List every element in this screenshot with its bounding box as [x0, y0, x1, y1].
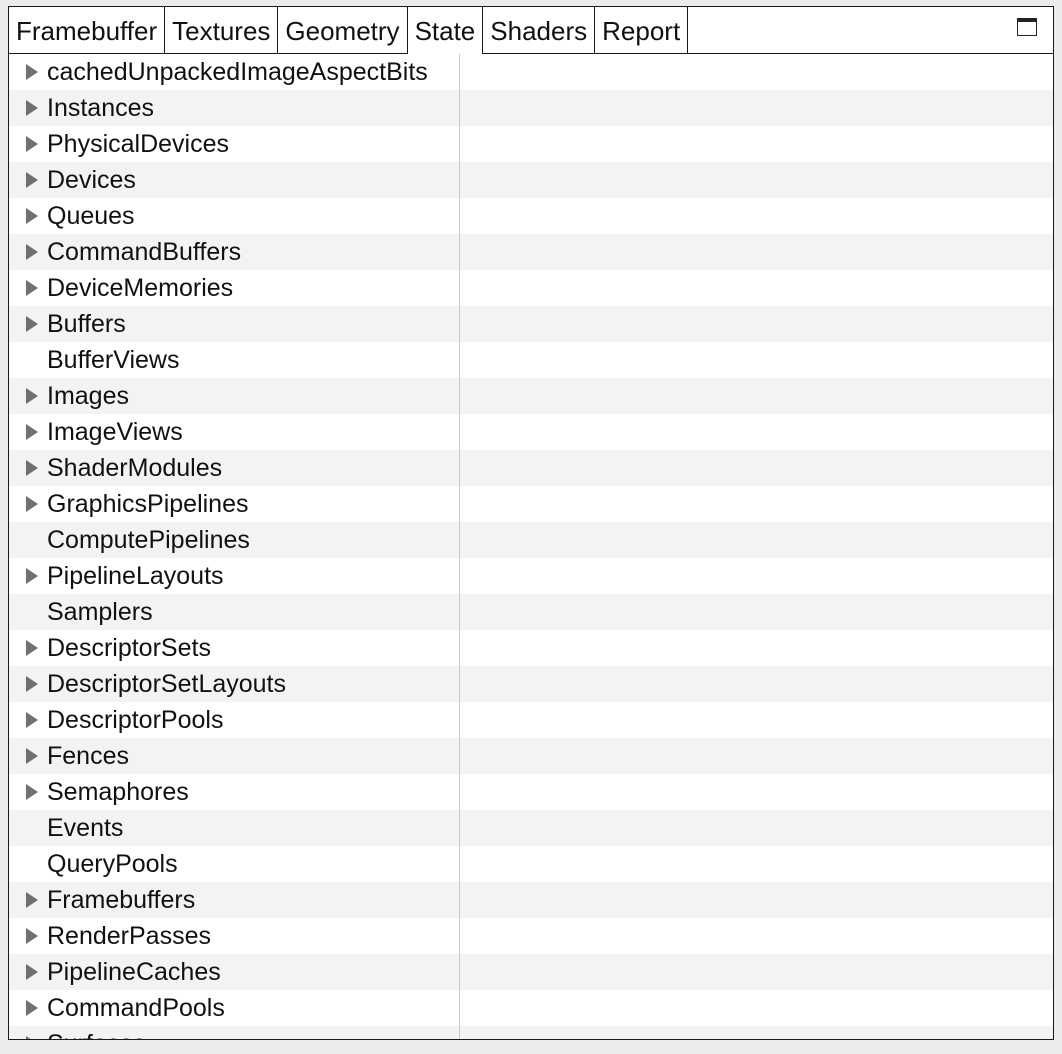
tree-row[interactable]: CommandBuffers [9, 234, 1053, 270]
tree-row[interactable]: QueryPools [9, 846, 1053, 882]
triangle-right-icon[interactable] [26, 172, 38, 188]
tree-row-label: DescriptorPools [47, 706, 224, 734]
tree-row[interactable]: CommandPools [9, 990, 1053, 1026]
triangle-right-icon[interactable] [26, 1036, 38, 1039]
tree-row-label: PhysicalDevices [47, 130, 230, 158]
tab-framebuffer[interactable]: Framebuffer [9, 7, 166, 53]
tree-row-label: Surfaces [47, 1026, 459, 1039]
tree-row[interactable]: DeviceMemories [9, 270, 1053, 306]
triangle-right-icon[interactable] [26, 1000, 38, 1016]
triangle-right-icon[interactable] [26, 496, 38, 512]
tree-row[interactable]: GraphicsPipelines [9, 486, 1053, 522]
triangle-right-icon[interactable] [26, 748, 38, 764]
triangle-right-icon[interactable] [26, 928, 38, 944]
tab-geometry[interactable]: Geometry [278, 7, 408, 53]
tree-row-label: PipelineCaches [47, 958, 221, 986]
tree-row-label: Images [47, 382, 129, 410]
tree-row-label: CommandPools [47, 994, 225, 1022]
triangle-right-icon[interactable] [26, 64, 38, 80]
triangle-right-icon[interactable] [26, 568, 38, 584]
tree-row[interactable]: DescriptorPools [9, 702, 1053, 738]
tree-row[interactable]: PipelineLayouts [9, 558, 1053, 594]
tree-row[interactable]: PhysicalDevices [9, 126, 1053, 162]
tree-row-label: BufferViews [47, 346, 180, 374]
tree-row-label: Framebuffers [47, 886, 196, 914]
triangle-right-icon[interactable] [26, 208, 38, 224]
tree-row[interactable]: DescriptorSetLayouts [9, 666, 1053, 702]
tree-row-label: ShaderModules [47, 454, 223, 482]
state-tree: cachedUnpackedImageAspectBits Instances Ph… [9, 54, 1053, 1039]
tree-row[interactable]: Semaphores [9, 774, 1053, 810]
tree-row[interactable]: ImageViews [9, 414, 1053, 450]
triangle-right-icon[interactable] [26, 964, 38, 980]
triangle-right-icon[interactable] [26, 280, 38, 296]
tree-row-label: Semaphores [47, 778, 189, 806]
tab-state[interactable]: State [407, 7, 484, 54]
tree-row-label: Events [47, 814, 124, 842]
triangle-right-icon[interactable] [26, 100, 38, 116]
tree-row[interactable]: Fences [9, 738, 1053, 774]
tree-row[interactable]: Images [9, 378, 1053, 414]
tab-shaders[interactable]: Shaders [483, 7, 596, 53]
tree-row[interactable]: Events [9, 810, 1053, 846]
tree-row[interactable]: ShaderModules [9, 450, 1053, 486]
triangle-right-icon[interactable] [26, 388, 38, 404]
triangle-right-icon[interactable] [26, 316, 38, 332]
tree-row[interactable]: DescriptorSets [9, 630, 1053, 666]
tree-row[interactable]: Devices [9, 162, 1053, 198]
tree-row-label: DeviceMemories [47, 274, 234, 302]
tab-bar: Framebuffer Textures Geometry State Shad… [9, 7, 1053, 54]
state-panel-window: Framebuffer Textures Geometry State Shad… [8, 6, 1054, 1040]
tree-row[interactable]: PipelineCaches [9, 954, 1053, 990]
tree-row[interactable]: Samplers [9, 594, 1053, 630]
tree-row-label: Queues [47, 202, 135, 230]
tree-row[interactable]: Instances [9, 90, 1053, 126]
triangle-right-icon[interactable] [26, 460, 38, 476]
tree-row-label: DescriptorSetLayouts [47, 670, 287, 698]
tree-row-label: RenderPasses [47, 922, 211, 950]
tree-row-label: QueryPools [47, 850, 178, 878]
tree-row[interactable]: ComputePipelines [9, 522, 1053, 558]
window-maximize-icon[interactable] [1017, 18, 1037, 36]
triangle-right-icon[interactable] [26, 640, 38, 656]
tree-row-label: DescriptorSets [47, 634, 211, 662]
tree-row-label: Buffers [47, 310, 126, 338]
triangle-right-icon[interactable] [26, 424, 38, 440]
tree-row[interactable]: Surfaces [9, 1026, 1053, 1039]
tree-row-label: Fences [47, 742, 129, 770]
triangle-right-icon[interactable] [26, 784, 38, 800]
tab-report[interactable]: Report [595, 7, 689, 53]
tree-row-label: ImageViews [47, 418, 183, 446]
tree-row-label: CommandBuffers [47, 238, 242, 266]
tree-row[interactable]: Queues [9, 198, 1053, 234]
tree-row[interactable]: RenderPasses [9, 918, 1053, 954]
tree-row-label: PipelineLayouts [47, 562, 224, 590]
tree-row-label: cachedUnpackedImageAspectBits [47, 58, 428, 86]
tab-textures[interactable]: Textures [165, 7, 279, 53]
triangle-right-icon[interactable] [26, 136, 38, 152]
triangle-right-icon[interactable] [26, 712, 38, 728]
tree-row[interactable]: Framebuffers [9, 882, 1053, 918]
tree-row-label: Devices [47, 166, 136, 194]
column-divider[interactable] [459, 54, 460, 1039]
tree-row[interactable]: BufferViews [9, 342, 1053, 378]
tree-row-label: ComputePipelines [47, 526, 250, 554]
triangle-right-icon[interactable] [26, 676, 38, 692]
triangle-right-icon[interactable] [26, 244, 38, 260]
tree-row-label: Samplers [47, 598, 153, 626]
tree-row[interactable]: cachedUnpackedImageAspectBits [9, 54, 1053, 90]
tree-row[interactable]: Buffers [9, 306, 1053, 342]
tree-row-label: Instances [47, 94, 155, 122]
triangle-right-icon[interactable] [26, 892, 38, 908]
tree-row-label: GraphicsPipelines [47, 490, 249, 518]
